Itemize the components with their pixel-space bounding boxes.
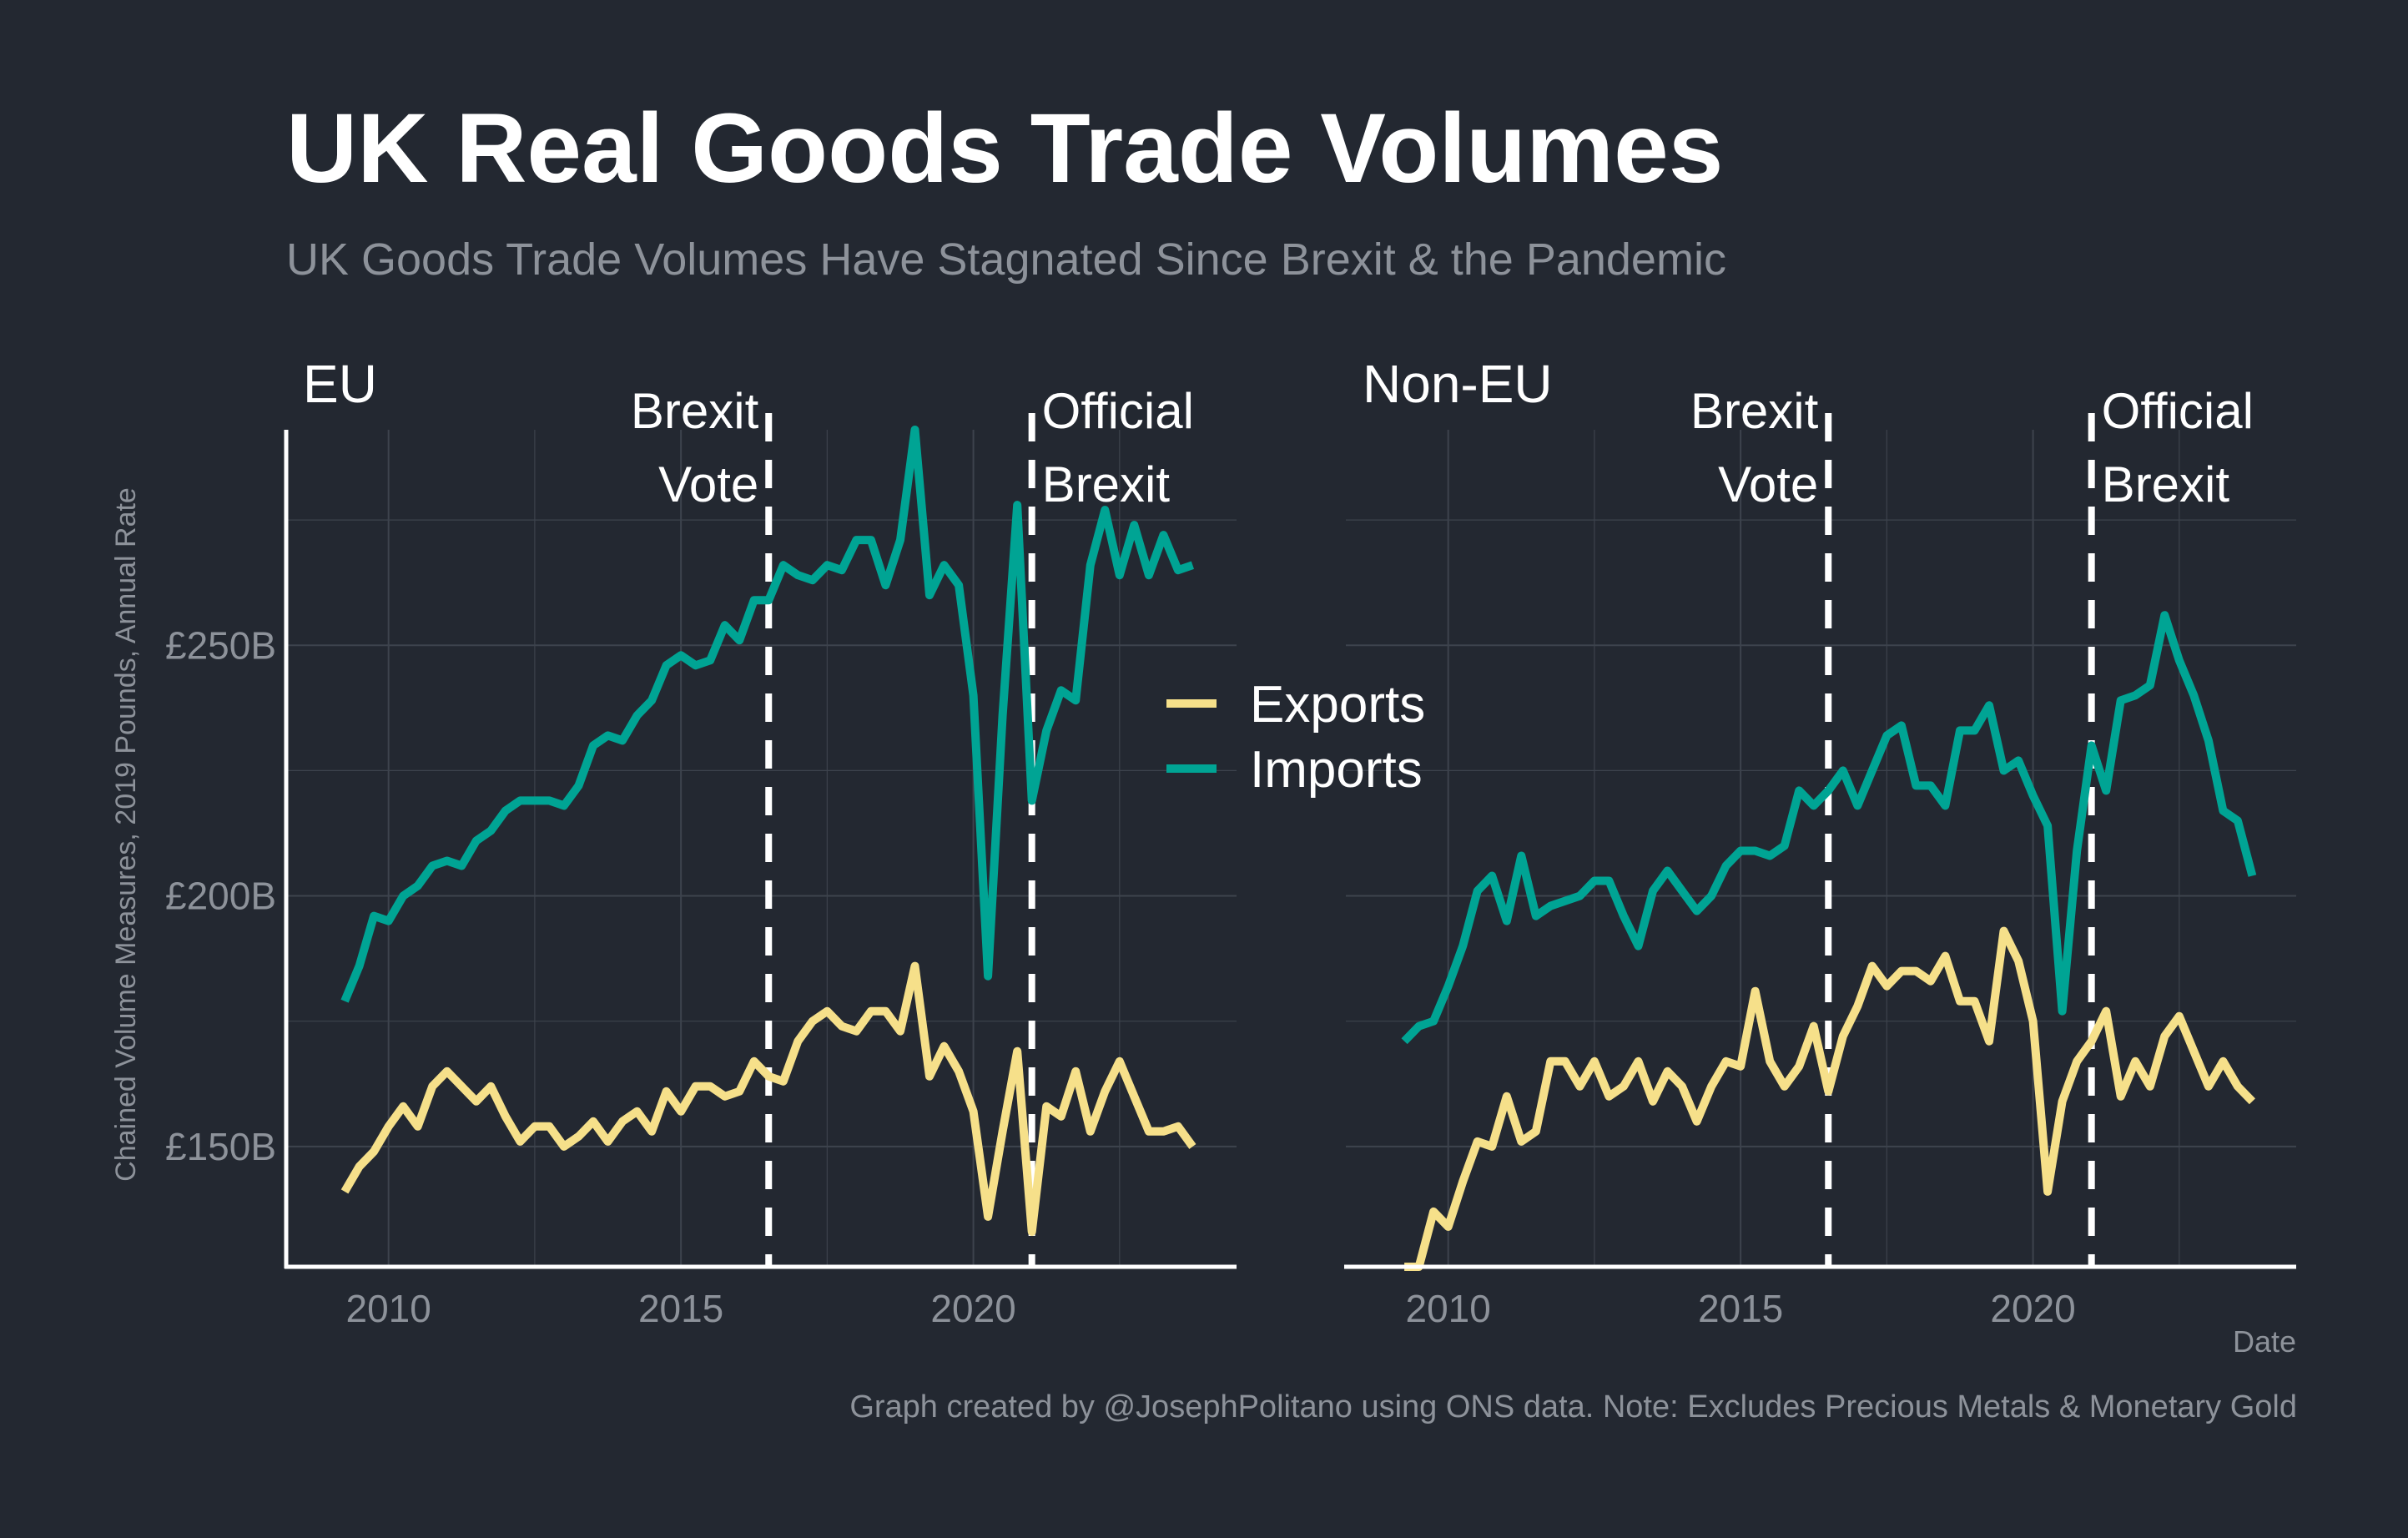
legend-label-imports: Imports	[1250, 741, 1423, 799]
series-layer	[340, 426, 2257, 1271]
eu-event-label: Brexit	[1042, 456, 1171, 512]
non-eu-event-label: Brexit	[2102, 456, 2230, 512]
eu-imports-line	[340, 426, 1195, 1003]
eu-event-label: Brexit	[631, 383, 759, 439]
legend-label-exports: Exports	[1250, 676, 1425, 734]
y-tick-label: £250B	[165, 623, 276, 667]
y-axis-title: Chained Volume Measures, 2019 Pounds, An…	[110, 487, 142, 1182]
eu-x-tick-label: 2020	[930, 1287, 1015, 1330]
non-eu-panel-title: Non-EU	[1363, 354, 1553, 414]
non-eu-imports-line	[1401, 611, 2257, 1045]
chart-subtitle: UK Goods Trade Volumes Have Stagnated Si…	[286, 234, 1726, 285]
non-eu-exports-line	[1404, 926, 2255, 1271]
axes-layer	[284, 430, 2296, 1269]
y-tick-label: £150B	[165, 1125, 276, 1168]
eu-x-tick-label: 2015	[638, 1287, 723, 1330]
non-eu-x-tick-label: 2020	[1990, 1287, 2075, 1330]
grid-layer	[286, 430, 2296, 1267]
non-eu-event-label: Brexit	[1690, 383, 1819, 439]
eu-event-label: Vote	[658, 456, 758, 512]
non-eu-x-tick-label: 2015	[1698, 1287, 1783, 1330]
chart-title: UK Real Goods Trade Volumes	[286, 93, 1724, 204]
non-eu-event-label: Official	[2102, 383, 2254, 439]
text-layer: Brexit Vote Official Brexit 2010 2015 2020 £150…	[110, 354, 2296, 1359]
non-eu-x-tick-label: 2010	[1405, 1287, 1490, 1330]
eu-event-label: Official	[1042, 383, 1194, 439]
eu-panel-title: EU	[303, 354, 377, 414]
x-axis-title: Date	[2233, 1324, 2296, 1359]
marker-layer	[765, 413, 2095, 1267]
non-eu-event-label: Vote	[1718, 456, 1818, 512]
eu-exports-line	[340, 961, 1196, 1236]
y-tick-label: £200B	[165, 875, 276, 918]
eu-x-tick-label: 2010	[345, 1287, 431, 1330]
source-caption: Graph created by @JosephPolitano using O…	[849, 1389, 2297, 1425]
